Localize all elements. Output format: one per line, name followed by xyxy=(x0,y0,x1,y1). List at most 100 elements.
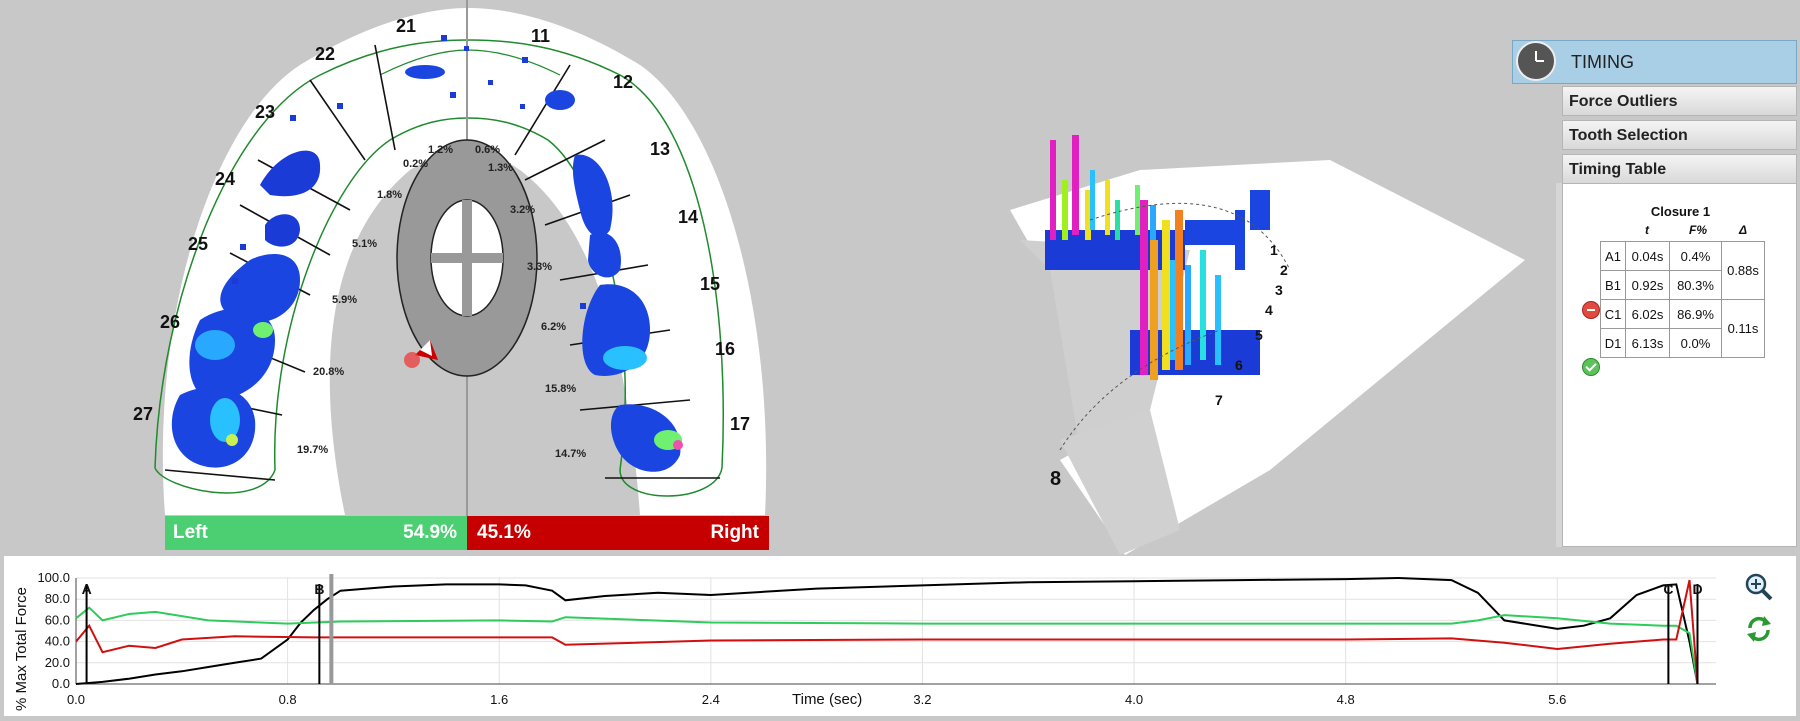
series-line-0 xyxy=(75,576,1699,685)
x-tick-label: 1.6 xyxy=(490,692,508,707)
pct-27: 19.7% xyxy=(297,444,328,456)
y-tick-label: 40.0 xyxy=(45,634,70,649)
cursor-band xyxy=(329,574,334,684)
series-line-2 xyxy=(75,579,1699,685)
cof-cursor-icon[interactable] xyxy=(404,340,438,368)
right-force-bar: 45.1% Right xyxy=(467,516,769,550)
tooth-number-15: 15 xyxy=(700,274,720,294)
row-force: 0.0% xyxy=(1669,328,1722,358)
marker-label-A: A xyxy=(82,581,92,597)
refresh-icon[interactable] xyxy=(1744,614,1774,644)
check-circle-icon[interactable] xyxy=(1582,358,1600,376)
zoom-in-icon[interactable] xyxy=(1744,572,1774,602)
pct-17: 14.7% xyxy=(555,448,586,460)
y-axis-title: % Max Total Force xyxy=(13,587,30,711)
x-tick-label: 5.6 xyxy=(1548,692,1566,707)
3d-tooth-label-1: 1 xyxy=(1270,242,1278,258)
arch-background xyxy=(162,8,767,515)
arch-left-end xyxy=(154,467,276,494)
tooth-number-14: 14 xyxy=(678,207,698,227)
tooth-number-24: 24 xyxy=(215,169,235,189)
x-tick-label: 0.0 xyxy=(67,692,85,707)
tooth-number-17: 17 xyxy=(730,414,750,434)
force-timeline-chart[interactable]: 100.0 80.0 60.0 40.0 20.0 0.0 0.0 0.8 1.6 2.4 3.2 4… xyxy=(4,556,1796,716)
y-tick-label: 20.0 xyxy=(45,655,70,670)
tooth-number-16: 16 xyxy=(715,339,735,359)
tooth-percentages: 1.2% 0.6% 0.2% 1.3% 1.8% 3.2% 5.1% 3.3% … xyxy=(297,144,586,460)
chart-axes: 100.0 80.0 60.0 40.0 20.0 0.00.0 0.8 1.6 2.4 3.2 4… xyxy=(37,570,1716,707)
pct-14: 3.3% xyxy=(527,261,552,273)
pct-15: 6.2% xyxy=(541,321,566,333)
x-axis-title: Time (sec) xyxy=(792,691,862,708)
row-force: 86.9% xyxy=(1669,299,1722,329)
3d-tooth-label-4: 4 xyxy=(1265,302,1273,318)
row-force: 80.3% xyxy=(1669,270,1722,300)
3d-arc-1 xyxy=(1059,329,1221,451)
timing-panel: TIMING Force Outliers Tooth Selection Ti… xyxy=(1512,40,1797,550)
table-row[interactable]: D1 6.13s 0.0% xyxy=(1600,328,1765,358)
tooth-number-13: 13 xyxy=(650,139,670,159)
tooth-number-25: 25 xyxy=(188,234,208,254)
marker-label-C: C xyxy=(1663,581,1673,597)
row-delta: 0.88s xyxy=(1721,241,1765,300)
3d-bars-cluster-front xyxy=(1130,190,1270,380)
section-tooth-selection[interactable]: Tooth Selection xyxy=(1562,120,1797,150)
timing-panel-header[interactable]: TIMING xyxy=(1512,40,1797,84)
table-row[interactable]: A1 0.04s 0.4% 0.88s xyxy=(1600,241,1765,300)
3d-tooth-label-2: 2 xyxy=(1280,262,1288,278)
row-id: C1 xyxy=(1600,299,1626,329)
arch-force-map[interactable]: 21 11 22 12 23 13 24 14 25 15 26 16 27 1… xyxy=(0,0,800,560)
x-tick-label: 0.8 xyxy=(279,692,297,707)
pct-11: 0.6% xyxy=(475,144,500,156)
row-time: 0.92s xyxy=(1625,270,1670,300)
3d-tooth-label-3: 3 xyxy=(1275,282,1283,298)
3d-tooth-label-6: 6 xyxy=(1235,357,1243,373)
table-row[interactable]: C1 6.02s 86.9% 0.11s xyxy=(1600,299,1765,358)
tooth-number-12: 12 xyxy=(613,72,633,92)
pct-25: 5.9% xyxy=(332,294,357,306)
closure-title: Closure 1 xyxy=(1650,204,1711,219)
x-tick-label: 4.0 xyxy=(1125,692,1143,707)
force-timeline-svg[interactable]: 100.0 80.0 60.0 40.0 20.0 0.00.0 0.8 1.6 2.4 3.2 4… xyxy=(4,556,1796,716)
pct-26: 20.8% xyxy=(313,366,344,378)
row-delta: 0.11s xyxy=(1721,299,1765,358)
y-tick-label: 100.0 xyxy=(37,570,70,585)
table-row[interactable]: B1 0.92s 80.3% xyxy=(1600,270,1765,300)
col-header-delta: Δ xyxy=(1739,223,1748,237)
row-time: 0.04s xyxy=(1625,241,1670,271)
row-id: A1 xyxy=(1600,241,1626,271)
right-percentage: 45.1% xyxy=(477,522,531,543)
tooth-number-27: 27 xyxy=(133,404,153,424)
section-force-outliers[interactable]: Force Outliers xyxy=(1562,86,1797,116)
timing-title: TIMING xyxy=(1571,52,1634,72)
section-timing-table[interactable]: Timing Table xyxy=(1562,154,1797,184)
y-tick-label: 80.0 xyxy=(45,591,70,606)
row-time: 6.13s xyxy=(1625,328,1670,358)
3d-tooth-label-7: 7 xyxy=(1215,392,1223,408)
3d-tooth-label-8: 8 xyxy=(1050,468,1061,490)
pct-21: 1.2% xyxy=(428,144,453,156)
timing-table: A1 0.04s 0.4% 0.88s B1 0.92s 80.3% C1 6.… xyxy=(1600,241,1765,358)
col-header-t: t xyxy=(1645,223,1649,237)
tooth-number-21: 21 xyxy=(396,16,416,36)
x-tick-label: 3.2 xyxy=(913,692,931,707)
tooth-number-22: 22 xyxy=(315,44,335,64)
3d-bars-cluster-back xyxy=(1045,135,1245,270)
series-line-1 xyxy=(75,606,1699,685)
tooth-number-23: 23 xyxy=(255,102,275,122)
3d-force-view[interactable]: 1 2 3 4 5 6 7 8 xyxy=(990,110,1550,560)
row-force: 0.4% xyxy=(1669,241,1722,271)
left-percentage: 54.9% xyxy=(403,522,457,543)
tooth-number-11: 11 xyxy=(531,26,550,46)
3d-arc-2 xyxy=(1089,202,1291,271)
left-label: Left xyxy=(173,522,208,543)
arch-right-end xyxy=(619,467,723,497)
tooth-numbers: 21 11 22 12 23 13 24 14 25 15 26 16 27 1… xyxy=(133,16,750,434)
row-time: 6.02s xyxy=(1625,299,1670,329)
left-force-bar: Left 54.9% xyxy=(165,516,467,550)
row-id: B1 xyxy=(1600,270,1626,300)
crosshair-horizontal xyxy=(431,253,503,263)
pct-22: 0.2% xyxy=(403,158,428,170)
minus-circle-icon[interactable] xyxy=(1582,301,1600,319)
panel-scroll-gutter xyxy=(1556,183,1563,547)
